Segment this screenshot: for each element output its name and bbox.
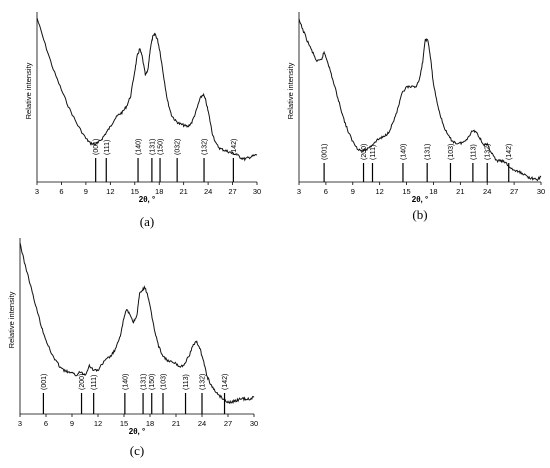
- x-tick-label: 12: [106, 187, 114, 196]
- x-tick-label: 12: [94, 419, 102, 428]
- reflection-label: (113): [470, 144, 477, 160]
- panel-label: (b): [412, 207, 427, 222]
- x-tick-label: 12: [375, 187, 383, 196]
- reflection-label: (032): [175, 139, 182, 155]
- x-tick-label: 15: [120, 419, 128, 428]
- reflection-label: (111): [104, 140, 111, 155]
- reflection-label: (140): [136, 139, 143, 155]
- reflection-label: (150): [158, 139, 165, 155]
- reflection-label: (142): [506, 144, 513, 160]
- x-tick-label: 24: [483, 187, 491, 196]
- xrd-pattern-line: [298, 18, 542, 182]
- x-tick-label: 6: [59, 187, 63, 196]
- x-tick-label: 3: [297, 187, 301, 196]
- reflection-label: (001): [322, 144, 329, 160]
- reflection-label: (200): [79, 374, 86, 390]
- x-tick-label: 30: [253, 187, 261, 196]
- reflection-label: (140): [122, 374, 129, 390]
- x-tick-label: 30: [250, 419, 258, 428]
- x-tick-label: 24: [198, 419, 206, 428]
- xrd-pattern-line: [19, 242, 255, 405]
- reflection-label: (103): [161, 374, 168, 390]
- x-tick-label: 9: [84, 187, 88, 196]
- reflection-label: (132): [200, 374, 207, 390]
- y-axis-label: Relative intensity: [24, 62, 33, 119]
- x-tick-label: 21: [179, 187, 187, 196]
- xrd-pattern-line: [36, 17, 258, 162]
- reflection-label: (200): [361, 144, 368, 160]
- x-tick-label: 9: [351, 187, 355, 196]
- panel-label: (a): [140, 214, 154, 229]
- y-axis-label: Relative intensity: [7, 291, 16, 348]
- reflection-label: (142): [231, 139, 238, 155]
- x-tick-label: 27: [224, 419, 232, 428]
- reflection-label: (111): [91, 375, 98, 390]
- x-tick-label: 21: [172, 419, 180, 428]
- x-tick-label: 3: [35, 187, 39, 196]
- y-axis-label: Relative intensity: [286, 62, 295, 119]
- reflection-label: (113): [183, 374, 190, 390]
- x-tick-label: 3: [18, 419, 22, 428]
- reflection-label: (140): [400, 144, 407, 160]
- x-tick-label: 18: [429, 187, 437, 196]
- panel-label: (c): [130, 443, 144, 458]
- chart-panel-c: 3 6 9 12 15 18 21 24 27 30 2θ, ° Relative intensity…: [7, 238, 258, 458]
- reflection-label: (131): [141, 374, 148, 390]
- reflection-label: (142): [222, 374, 229, 390]
- x-tick-label: 15: [131, 187, 139, 196]
- reflection-label: (131): [425, 144, 432, 160]
- reflection-label: (150): [149, 374, 156, 390]
- reflection-label: (001): [41, 374, 48, 390]
- reflection-label: (001): [93, 139, 100, 155]
- x-tick-label: 21: [456, 187, 464, 196]
- reflection-label: (111): [370, 145, 377, 160]
- x-tick-label: 15: [402, 187, 410, 196]
- x-tick-label: 18: [146, 419, 154, 428]
- x-tick-label: 30: [537, 187, 545, 196]
- x-axis-label: 2θ, °: [129, 427, 145, 436]
- reflection-label: (131): [149, 139, 156, 155]
- x-tick-label: 27: [228, 187, 236, 196]
- x-axis-label: 2θ, °: [412, 195, 428, 204]
- x-tick-label: 6: [44, 419, 48, 428]
- x-tick-label: 9: [70, 419, 74, 428]
- x-tick-label: 24: [204, 187, 212, 196]
- reflection-label: (132): [202, 139, 209, 155]
- reflection-label: (132): [485, 144, 492, 160]
- chart-panel-a: 3 6 9 12 15 18 21 24 27 30 2θ, ° Relative intensity…: [24, 12, 261, 229]
- reflection-label: (103): [448, 144, 455, 160]
- x-tick-label: 6: [324, 187, 328, 196]
- x-tick-label: 27: [510, 187, 518, 196]
- x-axis-label: 2θ, °: [139, 195, 155, 204]
- x-tick-label: 18: [155, 187, 163, 196]
- chart-panel-b: 3 6 9 12 15 18 21 24 27 30 2θ, ° Relative intensity…: [286, 12, 545, 222]
